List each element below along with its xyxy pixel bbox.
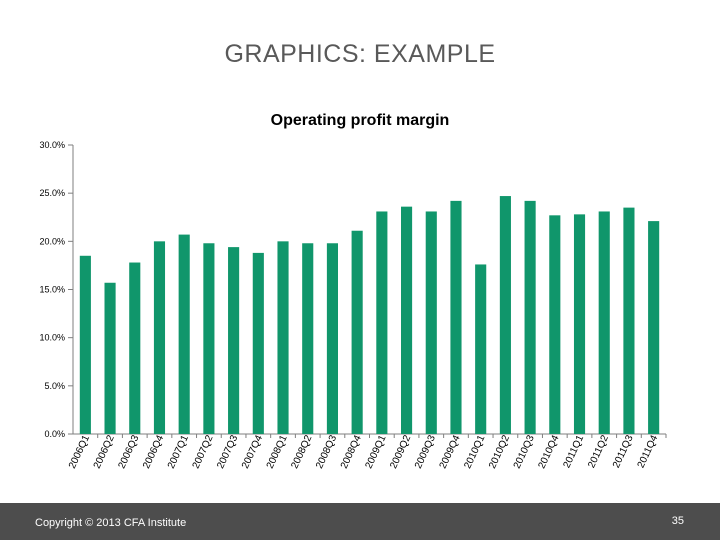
x-tick-label: 2009Q1 <box>364 433 389 470</box>
bar <box>203 243 215 434</box>
bar <box>401 206 413 434</box>
bar <box>549 215 561 434</box>
x-tick-label: 2007Q2 <box>191 433 216 470</box>
x-tick-label: 2008Q2 <box>289 433 314 470</box>
bar <box>178 234 190 434</box>
bar <box>228 247 240 434</box>
x-tick-label: 2011Q3 <box>611 433 636 470</box>
y-tick-label: 0.0% <box>44 429 65 439</box>
x-tick-label: 2010Q1 <box>462 433 487 470</box>
x-tick-label: 2006Q3 <box>116 433 141 470</box>
chart-title: Operating profit margin <box>270 112 450 129</box>
bar <box>598 211 610 434</box>
slide-title: GRAPHICS: EXAMPLE <box>224 40 496 68</box>
x-tick-label: 2007Q1 <box>166 433 191 470</box>
x-tick-label: 2011Q1 <box>562 433 587 470</box>
bar <box>425 211 437 434</box>
y-tick-label: 10.0% <box>39 333 65 343</box>
y-tick-label: 30.0% <box>39 140 65 150</box>
bar <box>623 207 635 434</box>
x-tick-label: 2009Q2 <box>388 433 413 470</box>
x-tick-label: 2006Q4 <box>141 433 166 470</box>
bar <box>129 262 141 434</box>
bar <box>450 200 462 434</box>
x-tick-label: 2008Q3 <box>314 433 339 470</box>
bar <box>277 241 289 434</box>
x-tick-label: 2007Q3 <box>215 433 240 470</box>
y-tick-label: 20.0% <box>39 236 65 246</box>
bar <box>79 255 91 434</box>
chart-container: Operating profit margin 0.0% 5.0% 10.0% 15.… <box>0 100 720 500</box>
x-tick-label: 2010Q3 <box>512 433 537 470</box>
bar <box>648 221 660 434</box>
y-tick-label: 25.0% <box>39 188 65 198</box>
bar <box>524 200 536 434</box>
bar <box>104 282 116 434</box>
bar <box>351 230 363 434</box>
x-tick-label: 2008Q1 <box>265 433 290 470</box>
bar <box>376 211 388 434</box>
bar-chart: 0.0%5.0%10.0%15.0%20.0%25.0%30.0%2006Q1 2… <box>39 140 667 471</box>
x-tick-label: 2010Q4 <box>537 433 562 470</box>
x-tick-label: 2011Q2 <box>586 433 611 470</box>
y-tick-label: 15.0% <box>39 285 65 295</box>
bar <box>475 264 487 434</box>
x-tick-label: 2011Q4 <box>636 433 661 470</box>
bar <box>153 241 166 434</box>
x-tick-label: 2006Q2 <box>92 433 117 470</box>
x-tick-label: 2010Q2 <box>487 433 512 470</box>
x-tick-label: 2009Q3 <box>413 433 438 470</box>
x-tick-label: 2007Q4 <box>240 433 265 470</box>
copyright-text: Copyright © 2013 CFA Institute <box>35 517 187 529</box>
bar <box>573 214 586 434</box>
x-tick-label: 2008Q4 <box>339 433 364 470</box>
y-tick-label: 5.0% <box>44 381 65 391</box>
x-tick-label: 2009Q4 <box>438 433 463 470</box>
x-tick-label: 2006Q1 <box>67 433 92 470</box>
bar <box>326 243 338 434</box>
bar <box>302 243 314 434</box>
page-number: 35 <box>671 515 684 527</box>
footer-bar: Copyright © 2013 CFA Institute 35 <box>0 503 720 540</box>
bar <box>252 252 264 434</box>
bar <box>499 196 511 434</box>
